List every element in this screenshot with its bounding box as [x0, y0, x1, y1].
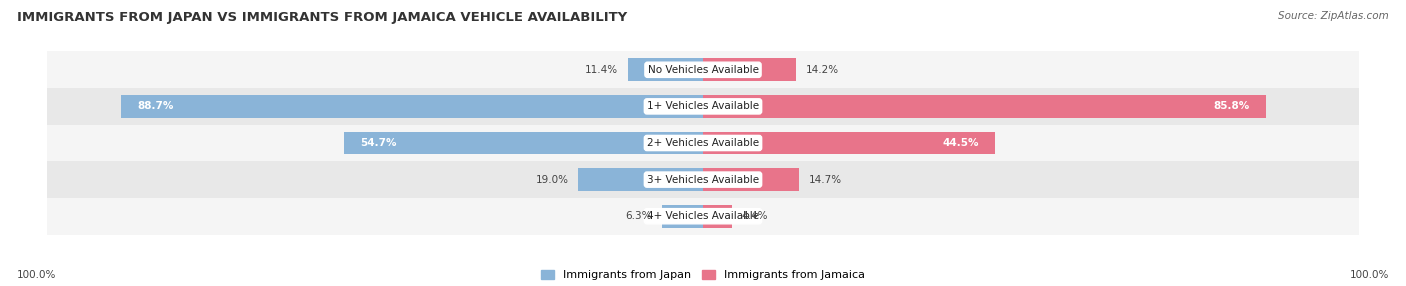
Text: 19.0%: 19.0%: [536, 175, 568, 184]
Bar: [703, 168, 800, 191]
Text: 88.7%: 88.7%: [138, 102, 174, 111]
Bar: [703, 132, 995, 154]
Text: 100.0%: 100.0%: [1350, 270, 1389, 280]
Text: 1+ Vehicles Available: 1+ Vehicles Available: [647, 102, 759, 111]
Text: 85.8%: 85.8%: [1213, 102, 1250, 111]
Text: 14.2%: 14.2%: [806, 65, 839, 75]
Bar: [121, 95, 703, 118]
Text: 4+ Vehicles Available: 4+ Vehicles Available: [647, 211, 759, 221]
Bar: [46, 198, 1360, 235]
Bar: [703, 58, 796, 81]
Text: Source: ZipAtlas.com: Source: ZipAtlas.com: [1278, 11, 1389, 21]
Text: 44.5%: 44.5%: [942, 138, 979, 148]
Bar: [628, 58, 703, 81]
Text: 14.7%: 14.7%: [810, 175, 842, 184]
Text: 54.7%: 54.7%: [360, 138, 396, 148]
Bar: [46, 88, 1360, 125]
Bar: [344, 132, 703, 154]
Text: 6.3%: 6.3%: [626, 211, 652, 221]
Bar: [703, 95, 1265, 118]
Bar: [703, 205, 733, 228]
Text: 100.0%: 100.0%: [17, 270, 56, 280]
Text: 3+ Vehicles Available: 3+ Vehicles Available: [647, 175, 759, 184]
Text: IMMIGRANTS FROM JAPAN VS IMMIGRANTS FROM JAMAICA VEHICLE AVAILABILITY: IMMIGRANTS FROM JAPAN VS IMMIGRANTS FROM…: [17, 11, 627, 24]
Bar: [662, 205, 703, 228]
Bar: [46, 125, 1360, 161]
Bar: [46, 161, 1360, 198]
Text: 4.4%: 4.4%: [742, 211, 768, 221]
Text: No Vehicles Available: No Vehicles Available: [648, 65, 758, 75]
Text: 11.4%: 11.4%: [585, 65, 619, 75]
Bar: [578, 168, 703, 191]
Bar: [46, 51, 1360, 88]
Legend: Immigrants from Japan, Immigrants from Jamaica: Immigrants from Japan, Immigrants from J…: [541, 270, 865, 281]
Text: 2+ Vehicles Available: 2+ Vehicles Available: [647, 138, 759, 148]
